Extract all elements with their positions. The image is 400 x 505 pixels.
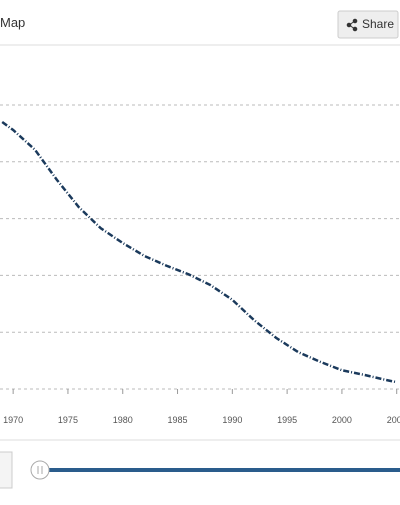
x-tick-label: 1970 xyxy=(3,415,23,425)
data-line xyxy=(1,121,397,384)
x-tick-label: 1980 xyxy=(113,415,133,425)
x-tick-label: 1990 xyxy=(222,415,242,425)
play-button[interactable] xyxy=(0,451,13,489)
x-tick-label: 1985 xyxy=(168,415,188,425)
share-label[interactable]: Share xyxy=(362,17,394,31)
x-tick-label: 2005 xyxy=(387,415,400,425)
share-icon xyxy=(346,18,358,32)
x-tick-label: 1995 xyxy=(277,415,297,425)
share-button[interactable] xyxy=(337,10,399,39)
tab[interactable]: Map xyxy=(0,15,25,30)
timeline-handle[interactable] xyxy=(30,460,50,480)
x-tick-label: 2000 xyxy=(332,415,352,425)
x-tick-label: 1975 xyxy=(58,415,78,425)
